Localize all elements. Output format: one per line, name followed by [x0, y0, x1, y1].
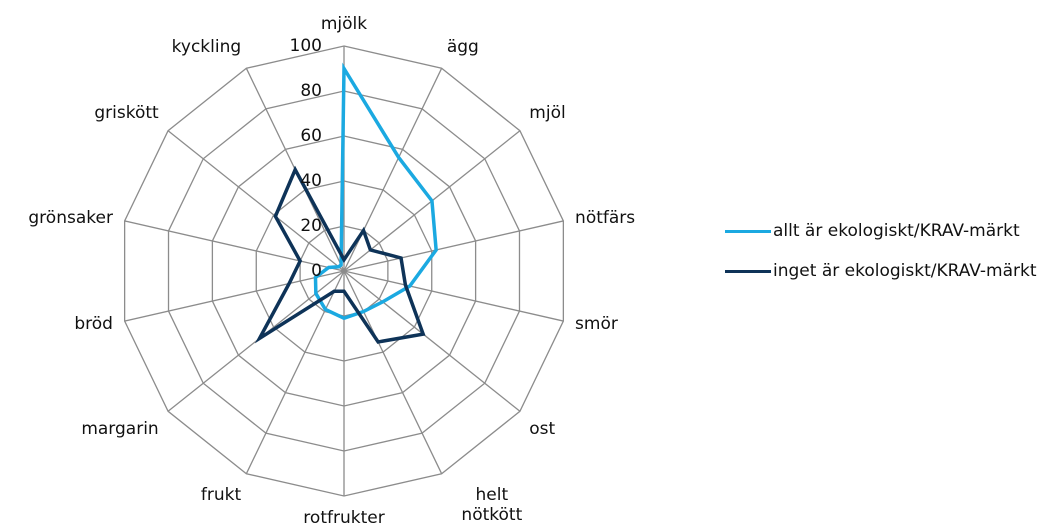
tick-label: 40: [300, 171, 322, 191]
legend-label: inget är ekologiskt/KRAV-märkt: [773, 261, 1037, 281]
legend-swatch: [725, 230, 771, 233]
spoke: [343, 270, 443, 475]
category-label: smör: [575, 313, 618, 334]
category-label: rotfrukter: [303, 508, 385, 528]
series-line: [254, 165, 426, 344]
legend: allt är ekologiskt/KRAV-märkt inget är ek…: [725, 220, 1055, 300]
spoke: [245, 270, 345, 475]
category-label: nötfärs: [575, 208, 636, 229]
spoke: [124, 220, 345, 272]
category-label: mjöl: [529, 103, 566, 124]
spoke: [124, 270, 345, 322]
category-label: helt nötkött: [461, 484, 523, 525]
tick-label: 0: [311, 261, 322, 281]
category-label: mjölk: [320, 14, 368, 34]
tick-label: 100: [290, 36, 322, 56]
spoke: [343, 220, 564, 272]
category-label: grönsaker: [28, 208, 113, 229]
legend-swatch: [725, 270, 771, 273]
category-label: frukt: [200, 484, 242, 505]
spoke: [343, 270, 521, 412]
category-label: kyckling: [171, 37, 242, 58]
series-line: [313, 62, 438, 321]
tick-label: 20: [300, 216, 322, 236]
legend-entry: inget är ekologiskt/KRAV-märkt: [725, 260, 1053, 282]
category-label: griskött: [94, 103, 159, 124]
category-label: ägg: [446, 37, 479, 58]
spoke: [343, 270, 564, 322]
tick-label: 80: [300, 81, 322, 101]
legend-label: allt är ekologiskt/KRAV-märkt: [773, 221, 1020, 241]
legend-entry: allt är ekologiskt/KRAV-märkt: [725, 220, 1053, 242]
category-label: ost: [529, 418, 556, 439]
category-label: margarin: [81, 418, 159, 439]
spoke: [167, 130, 345, 272]
tick-label: 60: [300, 126, 322, 146]
category-label: bröd: [74, 313, 113, 334]
